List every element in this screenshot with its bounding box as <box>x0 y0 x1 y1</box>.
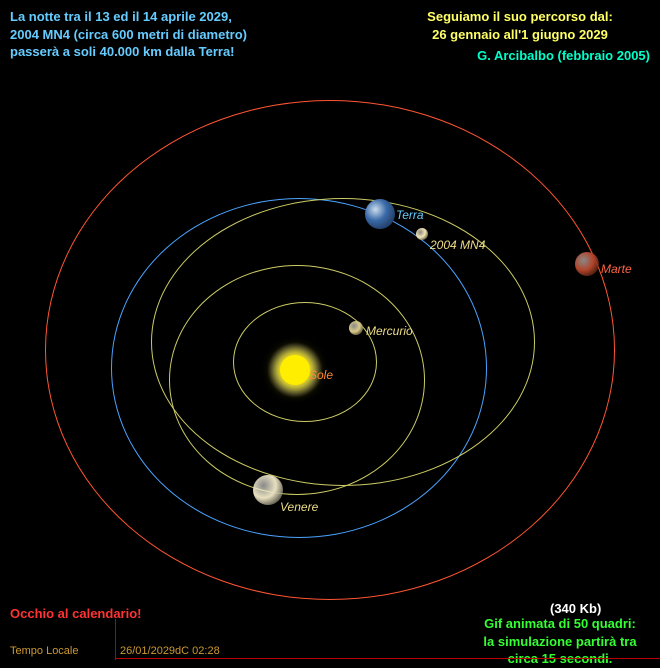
label-mercury: Mercurio <box>366 324 413 338</box>
body-mn4 <box>416 228 428 240</box>
sun <box>280 355 310 385</box>
body-mars <box>575 252 599 276</box>
text-top-right-1: Seguiamo il suo percorso dal:26 gennaio … <box>390 8 650 43</box>
sun-label: Sole <box>309 368 333 382</box>
text-occhio: Occhio al calendario! <box>10 605 142 623</box>
label-venus: Venere <box>280 500 318 514</box>
label-earth: Terra <box>396 208 424 222</box>
axis-v <box>115 619 116 660</box>
date-label: 26/01/2029dC 02:28 <box>120 645 220 657</box>
axis-h <box>115 658 660 659</box>
label-mn4: 2004 MN4 <box>430 238 485 252</box>
body-mercury <box>349 321 363 335</box>
text-top-left: La notte tra il 13 ed il 14 aprile 2029,… <box>10 8 247 61</box>
label-mars: Marte <box>601 262 632 276</box>
text-top-right-2: G. Arcibalbo (febbraio 2005) <box>390 47 650 65</box>
body-earth <box>365 199 395 229</box>
body-venus <box>253 475 283 505</box>
tempo-label: Tempo Locale <box>10 645 79 657</box>
